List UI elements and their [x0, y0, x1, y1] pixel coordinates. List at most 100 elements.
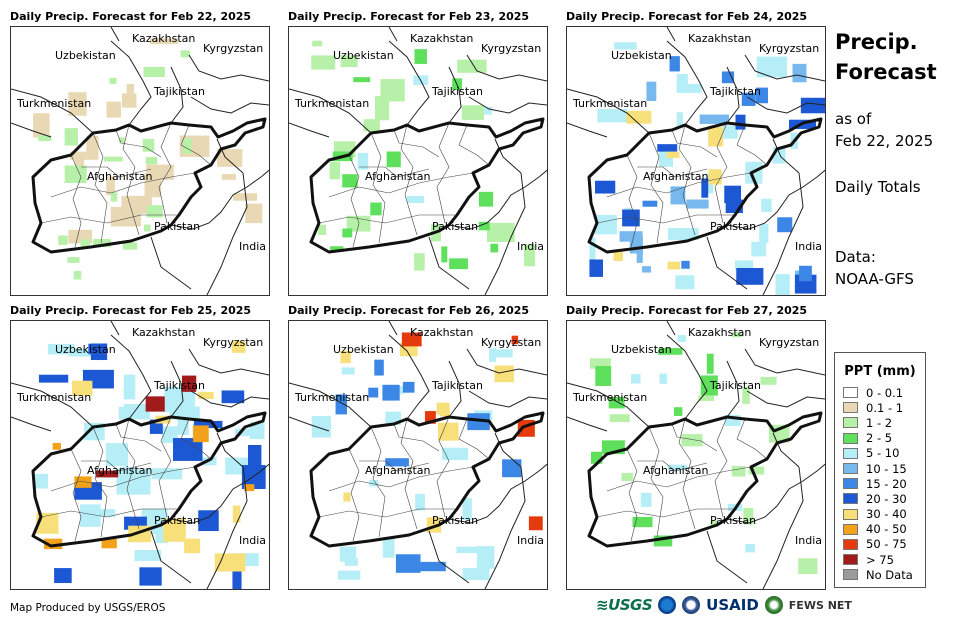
- forecast-panel: Daily Precip. Forecast for Feb 26, 2025 U…: [288, 304, 548, 590]
- precip-cell: [139, 567, 162, 586]
- precip-cell: [759, 224, 769, 244]
- country-label-uzbekistan: Uzbekistan: [55, 49, 116, 62]
- precip-map-canvas: Uzbekistan Kazakhstan Kyrgyzstan Tajikistan…: [567, 27, 825, 295]
- country-label-kazakhstan: Kazakhstan: [410, 32, 473, 45]
- precip-cell: [214, 553, 246, 572]
- precip-cell: [402, 381, 415, 393]
- country-border: [762, 466, 804, 589]
- precip-cell: [342, 228, 353, 238]
- precip-map-canvas: Uzbekistan Kazakhstan Kyrgyzstan Tajikistan…: [289, 321, 547, 589]
- precip-cell: [699, 114, 730, 124]
- precip-cell: [144, 173, 162, 198]
- country-label-tajikistan: Tajikistan: [153, 85, 205, 98]
- country-border: [188, 348, 269, 376]
- precip-cell: [594, 214, 617, 235]
- precip-cell: [341, 367, 355, 375]
- country-border: [706, 530, 748, 584]
- province-border: [458, 124, 490, 166]
- legend-label: 0.1 - 1: [866, 400, 904, 415]
- country-border: [11, 382, 94, 428]
- legend-label: 20 - 30: [866, 491, 907, 506]
- precip-cell: [675, 275, 695, 290]
- country-label-kyrgyzstan: Kyrgyzstan: [759, 42, 819, 55]
- country-border: [666, 334, 708, 420]
- precip-cell: [155, 534, 169, 543]
- legend-item: 20 - 30: [843, 491, 925, 506]
- precip-cell: [151, 468, 183, 480]
- as-of-text: as of Feb 22, 2025: [835, 108, 933, 152]
- country-label-uzbekistan: Uzbekistan: [611, 343, 672, 356]
- precip-cell: [677, 335, 686, 342]
- country-label-india: India: [795, 534, 822, 547]
- precip-cell: [751, 241, 767, 257]
- precip-cell: [457, 59, 487, 73]
- province-border: [158, 416, 172, 518]
- legend-item: 1 - 2: [843, 415, 925, 430]
- country-border: [567, 382, 650, 428]
- precip-cell: [700, 375, 718, 396]
- afghanistan-border: [31, 117, 267, 254]
- precip-cell: [631, 374, 641, 384]
- country-border: [388, 40, 430, 126]
- precip-cell: [761, 198, 772, 212]
- province-border: [92, 132, 108, 244]
- country-border: [428, 530, 470, 584]
- precip-cell: [486, 222, 515, 243]
- precip-cell: [105, 443, 129, 467]
- precip-cell: [669, 56, 680, 72]
- precip-cell: [462, 498, 472, 520]
- precip-cell: [343, 492, 351, 502]
- legend-title: PPT (mm): [844, 364, 916, 379]
- precip-cell: [449, 258, 468, 270]
- precip-cell: [710, 520, 718, 527]
- precip-cell: [70, 151, 97, 160]
- country-label-india: India: [239, 240, 266, 253]
- legend-swatch: [843, 447, 858, 459]
- province-border: [626, 448, 638, 542]
- province-border: [671, 423, 718, 452]
- province-border: [671, 129, 718, 158]
- precip-cell: [232, 570, 242, 589]
- country-label-pakistan: Pakistan: [710, 220, 756, 233]
- country-label-afghanistan: Afghanistan: [87, 170, 153, 183]
- country-label-pakistan: Pakistan: [154, 514, 200, 527]
- legend-item: 40 - 50: [843, 522, 925, 537]
- precip-cell: [424, 411, 436, 424]
- country-label-afghanistan: Afghanistan: [87, 464, 153, 477]
- country-border: [110, 27, 120, 42]
- precip-cell: [357, 152, 369, 170]
- precip-cell: [124, 403, 150, 420]
- partner-logos: ≋USGS USAID FEWS NET: [596, 596, 852, 614]
- precip-cell: [74, 156, 85, 172]
- precip-cell: [775, 274, 790, 295]
- legend-label: 30 - 40: [866, 507, 907, 522]
- province-border: [596, 508, 735, 518]
- province-border: [81, 460, 152, 472]
- precip-cell: [249, 421, 265, 440]
- precip-cell: [369, 480, 379, 487]
- legend-label: 40 - 50: [866, 522, 907, 537]
- country-border: [494, 432, 522, 468]
- precip-cell: [123, 374, 136, 400]
- country-border: [216, 138, 244, 174]
- precip-cell: [755, 87, 768, 104]
- province-border: [436, 122, 450, 224]
- precip-cell: [653, 535, 673, 547]
- precip-cell: [490, 349, 513, 358]
- legend-swatch: [843, 402, 858, 414]
- panel-title: Daily Precip. Forecast for Feb 25, 2025: [10, 304, 252, 317]
- country-border: [468, 96, 547, 114]
- precip-cell: [232, 505, 241, 523]
- data-label: Data:: [835, 248, 876, 266]
- precip-cell: [681, 434, 703, 447]
- country-border: [206, 172, 248, 295]
- precip-cell: [96, 509, 116, 517]
- panel-title: Daily Precip. Forecast for Feb 23, 2025: [288, 10, 530, 23]
- precip-cell: [146, 205, 163, 218]
- country-label-tajikistan: Tajikistan: [153, 379, 205, 392]
- precip-cell: [676, 112, 683, 129]
- country-label-afghanistan: Afghanistan: [365, 170, 431, 183]
- country-label-kazakhstan: Kazakhstan: [132, 32, 195, 45]
- precip-cell: [401, 332, 422, 347]
- precip-cell: [406, 195, 425, 204]
